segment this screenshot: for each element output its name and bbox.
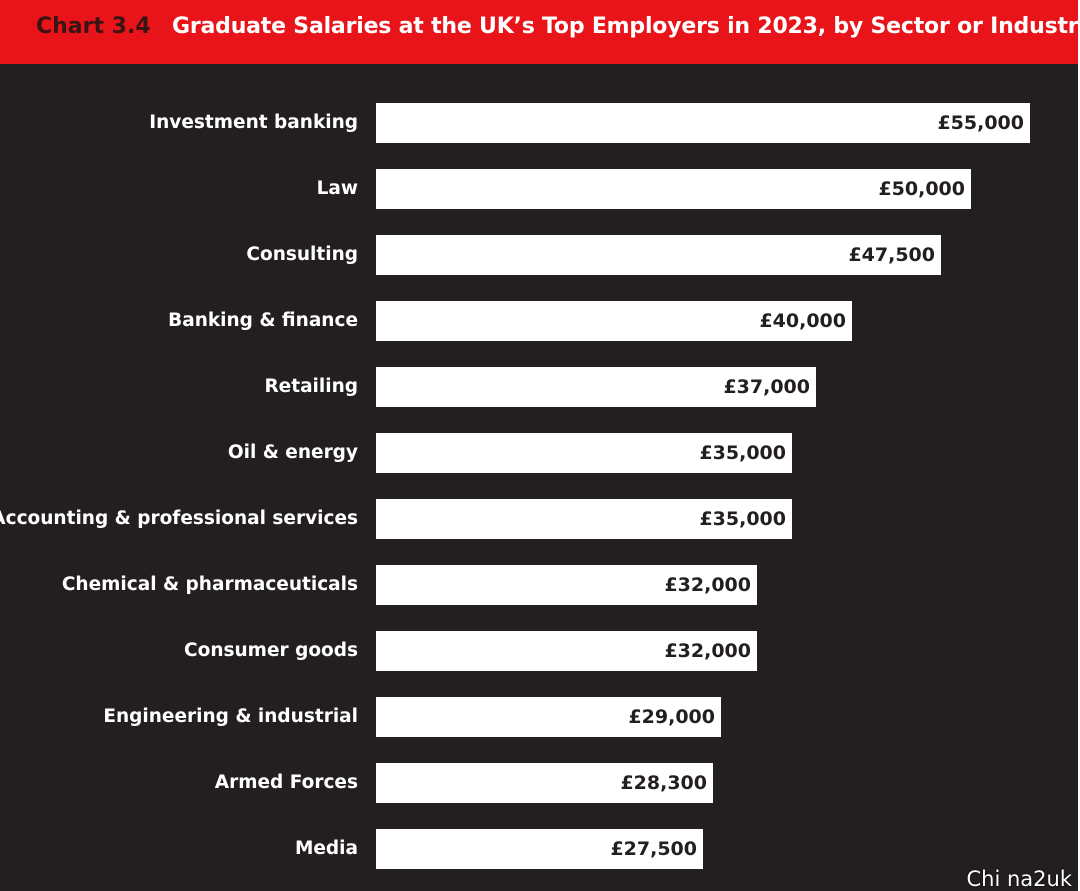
- bar-value-label: £47,500: [848, 244, 935, 266]
- bar: £35,000: [376, 433, 792, 473]
- bar-value-label: £27,500: [610, 838, 697, 860]
- bar-value-label: £35,000: [699, 442, 786, 464]
- bar: £27,500: [376, 829, 703, 869]
- bar-value-label: £28,300: [620, 772, 707, 794]
- bar-value-label: £55,000: [937, 112, 1024, 134]
- bar: £55,000: [376, 103, 1030, 143]
- category-label: Chemical & pharmaceuticals: [61, 574, 358, 595]
- bar-value-label: £35,000: [699, 508, 786, 530]
- bar: £29,000: [376, 697, 721, 737]
- bar: £35,000: [376, 499, 792, 539]
- category-label: Law: [316, 178, 358, 199]
- bar-value-label: £32,000: [664, 640, 751, 662]
- bar-value-label: £32,000: [664, 574, 751, 596]
- watermark: Chi na2uk: [966, 867, 1073, 891]
- category-label: Consumer goods: [184, 640, 358, 661]
- chart-number: Chart 3.4: [36, 14, 151, 39]
- category-label: Engineering & industrial: [103, 706, 358, 727]
- category-label: Consulting: [246, 244, 358, 265]
- category-label: Media: [294, 838, 358, 859]
- bar: £32,000: [376, 631, 757, 671]
- chart-title: Graduate Salaries at the UK’s Top Employ…: [172, 14, 1078, 39]
- category-label: Retailing: [264, 376, 358, 397]
- bar: £40,000: [376, 301, 852, 341]
- category-label: Oil & energy: [227, 442, 358, 463]
- category-label: Banking & finance: [168, 310, 358, 331]
- bar-value-label: £40,000: [759, 310, 846, 332]
- bar-value-label: £37,000: [723, 376, 810, 398]
- category-label: Investment banking: [149, 112, 358, 133]
- category-label: Armed Forces: [214, 772, 358, 793]
- chart-header: Chart 3.4 Graduate Salaries at the UK’s …: [0, 0, 1078, 64]
- bar: £50,000: [376, 169, 971, 209]
- category-label: Accounting & professional services: [0, 508, 358, 529]
- bar: £47,500: [376, 235, 941, 275]
- bar-value-label: £50,000: [878, 178, 965, 200]
- bar: £28,300: [376, 763, 713, 803]
- bar-value-label: £29,000: [628, 706, 715, 728]
- bar: £37,000: [376, 367, 816, 407]
- bar: £32,000: [376, 565, 757, 605]
